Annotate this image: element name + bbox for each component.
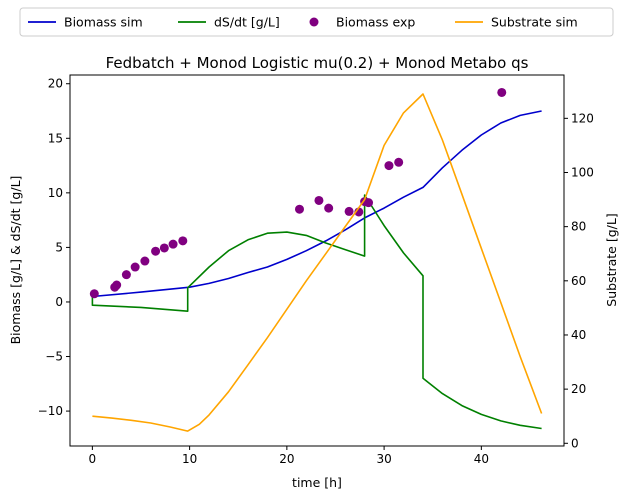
point-biomass-exp <box>130 262 140 272</box>
line-substrate-sim <box>92 93 543 432</box>
y-right-tick-label: 120 <box>571 111 594 125</box>
y-left-axis-label: Biomass [g/L] & dS/dt [g/L] <box>8 176 23 345</box>
y-axis-left: −10 −5 0 5 10 15 20 <box>38 77 70 418</box>
point-biomass-exp <box>121 270 131 280</box>
point-biomass-exp <box>159 243 169 253</box>
legend-label-biomass-exp: Biomass exp <box>336 15 415 30</box>
line-biomass-sim <box>92 110 542 298</box>
y-axis-right: 0 20 40 60 80 100 120 <box>564 111 594 450</box>
y-right-tick-label: 0 <box>571 436 579 450</box>
x-tick-label: 20 <box>279 452 294 466</box>
plot-frame <box>69 74 565 447</box>
x-tick-label: 0 <box>89 452 97 466</box>
point-biomass-exp <box>364 198 374 208</box>
x-axis-label: time [h] <box>292 475 342 490</box>
legend: Biomass sim dS/dt [g/L] Biomass exp Substra… <box>19 7 614 37</box>
x-axis: 0 10 20 30 40 <box>89 446 489 466</box>
legend-label-substrate-sim: Substrate sim <box>491 15 578 30</box>
y-left-tick-label: 10 <box>48 186 63 200</box>
legend-label-ds-dt-g-l: dS/dt [g/L] <box>214 15 280 30</box>
point-biomass-exp <box>384 161 394 171</box>
point-biomass-exp <box>314 195 324 205</box>
y-right-tick-label: 60 <box>571 274 586 288</box>
point-biomass-exp <box>178 236 188 246</box>
line-ds-dt-g-l <box>91 194 542 430</box>
point-biomass-exp <box>140 256 150 266</box>
y-left-tick-label: 20 <box>48 77 63 91</box>
y-left-tick-label: 15 <box>48 131 63 145</box>
y-right-tick-label: 20 <box>571 382 586 396</box>
y-left-tick-label: −5 <box>45 350 63 364</box>
x-tick-label: 10 <box>182 452 197 466</box>
chart-title: Fedbatch + Monod Logistic mu(0.2) + Mono… <box>106 54 529 72</box>
point-biomass-exp <box>497 87 507 97</box>
point-biomass-exp <box>89 289 99 299</box>
series-layer <box>89 87 543 432</box>
x-tick-label: 30 <box>376 452 391 466</box>
y-right-tick-label: 80 <box>571 220 586 234</box>
y-right-tick-label: 100 <box>571 165 594 179</box>
y-left-tick-label: 0 <box>55 295 63 309</box>
point-biomass-exp <box>294 204 304 214</box>
point-biomass-exp <box>344 206 354 216</box>
point-biomass-exp <box>394 157 404 167</box>
legend-label-biomass-sim: Biomass sim <box>64 15 143 30</box>
y-right-axis-label: Substrate [g/L] <box>604 213 619 306</box>
x-tick-label: 40 <box>474 452 489 466</box>
point-biomass-exp <box>112 280 122 290</box>
legend-marker-biomass-exp <box>309 17 319 27</box>
point-biomass-exp <box>168 239 178 249</box>
y-left-tick-label: 5 <box>55 240 63 254</box>
y-left-tick-label: −10 <box>38 404 63 418</box>
point-biomass-exp <box>324 203 334 213</box>
point-biomass-exp <box>151 246 161 256</box>
y-right-tick-label: 40 <box>571 328 586 342</box>
